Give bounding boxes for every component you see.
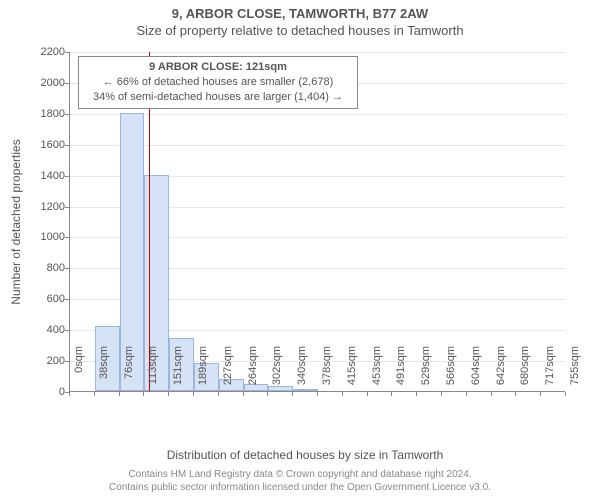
x-tick-label: 227sqm [222, 346, 234, 396]
x-tick-label: 529sqm [420, 346, 432, 396]
x-tick-label: 491sqm [395, 346, 407, 396]
x-tick-label: 151sqm [172, 346, 184, 396]
x-tick-mark [243, 392, 244, 396]
chart-area: Number of detached properties 0200400600… [45, 52, 565, 412]
x-tick-label: 378sqm [321, 346, 333, 396]
y-tick-label: 1400 [25, 170, 65, 182]
x-tick-label: 76sqm [123, 346, 135, 396]
x-tick-mark [69, 392, 70, 396]
x-tick-mark [540, 392, 541, 396]
y-tick-label: 0 [25, 386, 65, 398]
callout-line3: 34% of semi-detached houses are larger (… [85, 90, 351, 105]
y-tick-label: 600 [25, 293, 65, 305]
x-tick-label: 340sqm [296, 346, 308, 396]
x-tick-mark [515, 392, 516, 396]
plot-area: 9 ARBOR CLOSE: 121sqm ← 66% of detached … [69, 52, 565, 392]
y-tick-label: 1600 [25, 139, 65, 151]
x-tick-mark [317, 392, 318, 396]
y-tick-label: 800 [25, 262, 65, 274]
x-tick-mark [367, 392, 368, 396]
x-tick-label: 38sqm [98, 346, 110, 396]
x-tick-label: 566sqm [445, 346, 457, 396]
x-tick-label: 604sqm [470, 346, 482, 396]
x-tick-label: 0sqm [73, 346, 85, 396]
x-tick-label: 453sqm [371, 346, 383, 396]
y-tick-label: 1800 [25, 108, 65, 120]
y-tick-label: 2000 [25, 77, 65, 89]
x-tick-label: 302sqm [271, 346, 283, 396]
x-tick-mark [267, 392, 268, 396]
footer-attribution: Contains HM Land Registry data © Crown c… [0, 468, 600, 494]
x-tick-label: 113sqm [147, 346, 159, 396]
x-tick-mark [466, 392, 467, 396]
y-axis-label: Number of detached properties [9, 139, 23, 304]
grid-line [70, 52, 565, 53]
callout-line1: 9 ARBOR CLOSE: 121sqm [85, 60, 351, 75]
x-tick-mark [391, 392, 392, 396]
y-tick-label: 2200 [25, 46, 65, 58]
x-tick-label: 264sqm [247, 346, 259, 396]
callout-box: 9 ARBOR CLOSE: 121sqm ← 66% of detached … [78, 56, 358, 109]
title-subtitle: Size of property relative to detached ho… [0, 23, 600, 38]
footer-line1: Contains HM Land Registry data © Crown c… [0, 468, 600, 481]
y-tick-label: 1200 [25, 201, 65, 213]
x-tick-mark [342, 392, 343, 396]
x-tick-mark [119, 392, 120, 396]
x-tick-mark [441, 392, 442, 396]
x-tick-label: 415sqm [346, 346, 358, 396]
x-tick-mark [143, 392, 144, 396]
callout-line2: ← 66% of detached houses are smaller (2,… [85, 75, 351, 90]
x-tick-label: 680sqm [519, 346, 531, 396]
chart-title-block: 9, ARBOR CLOSE, TAMWORTH, B77 2AW Size o… [0, 0, 600, 38]
x-tick-mark [94, 392, 95, 396]
x-tick-mark [416, 392, 417, 396]
y-tick-label: 1000 [25, 231, 65, 243]
x-tick-mark [565, 392, 566, 396]
footer-line2: Contains public sector information licen… [0, 481, 600, 494]
x-tick-label: 642sqm [495, 346, 507, 396]
x-tick-label: 755sqm [569, 346, 581, 396]
x-tick-mark [193, 392, 194, 396]
x-tick-mark [491, 392, 492, 396]
x-tick-mark [292, 392, 293, 396]
x-tick-label: 717sqm [544, 346, 556, 396]
y-tick-label: 400 [25, 324, 65, 336]
x-axis-label: Distribution of detached houses by size … [45, 448, 565, 462]
x-tick-mark [218, 392, 219, 396]
x-tick-label: 189sqm [197, 346, 209, 396]
title-address: 9, ARBOR CLOSE, TAMWORTH, B77 2AW [0, 6, 600, 21]
x-tick-mark [168, 392, 169, 396]
y-tick-label: 200 [25, 355, 65, 367]
